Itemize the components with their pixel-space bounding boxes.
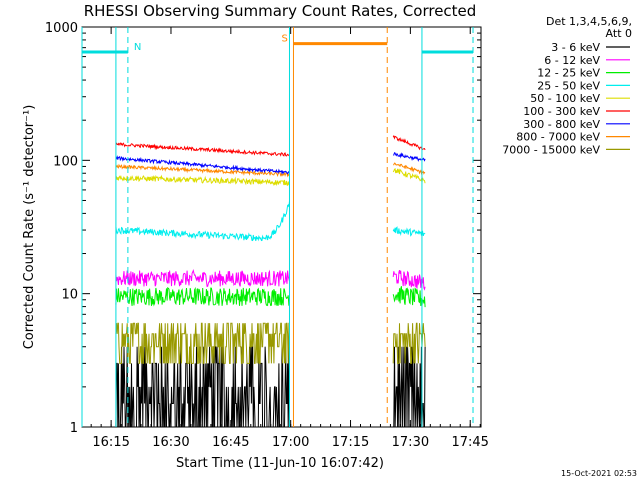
series-line-3-6-keV-seg1 [393, 346, 426, 428]
series-line-7000-15000-keV-seg1 [392, 322, 426, 364]
series-line-100-300-keV-seg1 [392, 134, 426, 151]
x-tick-label-2: 16:45 [212, 435, 249, 450]
series-line-800-7000-keV-seg1 [393, 162, 426, 175]
series-line-7000-15000-keV-seg0 [115, 322, 290, 364]
series-line-50-100-keV-seg1 [392, 168, 426, 184]
x-tick-label-0: 16:15 [92, 435, 129, 450]
legend-label-7: 800 - 7000 keV [516, 131, 600, 144]
chart-title: RHESSI Observing Summary Count Rates, Co… [84, 2, 477, 20]
legend-label-4: 50 - 100 keV [530, 92, 600, 105]
legend-label-2: 12 - 25 keV [537, 67, 600, 80]
series-line-12-25-keV-seg1 [392, 286, 426, 308]
y-tick-label-0: 1 [70, 421, 78, 436]
legend-label-6: 300 - 800 keV [523, 118, 600, 131]
series-line-25-50-keV-seg1 [392, 226, 426, 237]
legend-header-1: Att 0 [606, 27, 632, 40]
series-line-100-300-keV-seg0 [115, 142, 290, 157]
y-tick-label-2: 100 [53, 154, 78, 169]
flag-bars: NS [81, 27, 474, 427]
x-tick-label-5: 17:30 [392, 435, 429, 450]
series-line-300-800-keV-seg0 [115, 155, 290, 175]
x-axis-label: Start Time (11-Jun-10 16:07:42) [176, 456, 384, 471]
series-line-6-12-keV-seg0 [115, 269, 290, 288]
timestamp: 15-Oct-2021 02:53 [561, 469, 637, 478]
y-axis-label: Corrected Count Rate (s⁻¹ detector⁻¹) [22, 105, 37, 350]
x-tick-label-6: 17:45 [451, 435, 488, 450]
legend-label-5: 100 - 300 keV [523, 105, 600, 118]
series-line-300-800-keV-seg1 [393, 152, 426, 162]
x-tick-label-4: 17:15 [332, 435, 369, 450]
flag-label-N: N [134, 42, 141, 53]
legend-label-1: 6 - 12 keV [544, 54, 600, 67]
legend-header-0: Det 1,3,4,5,6,9, [546, 15, 632, 28]
x-tick-label-3: 17:00 [272, 435, 309, 450]
flag-label-S: S [281, 34, 287, 45]
legend-label-3: 25 - 50 keV [537, 79, 600, 92]
plot-area [115, 134, 426, 428]
series-line-25-50-keV-seg0 [115, 201, 290, 242]
x-tick-label-1: 16:30 [152, 435, 189, 450]
series-line-6-12-keV-seg1 [392, 270, 426, 291]
series-line-800-7000-keV-seg0 [115, 163, 290, 178]
series-line-12-25-keV-seg0 [115, 286, 290, 307]
series-line-50-100-keV-seg0 [115, 174, 290, 187]
legend-label-8: 7000 - 15000 keV [502, 143, 600, 156]
legend-label-0: 3 - 6 keV [551, 41, 600, 54]
y-tick-label-3: 1000 [45, 21, 78, 36]
axes: 16:15 16:30 16:45 17:00 17:15 17:30 17:45 1 10 10… [45, 21, 489, 450]
y-tick-label-1: 10 [61, 288, 78, 303]
